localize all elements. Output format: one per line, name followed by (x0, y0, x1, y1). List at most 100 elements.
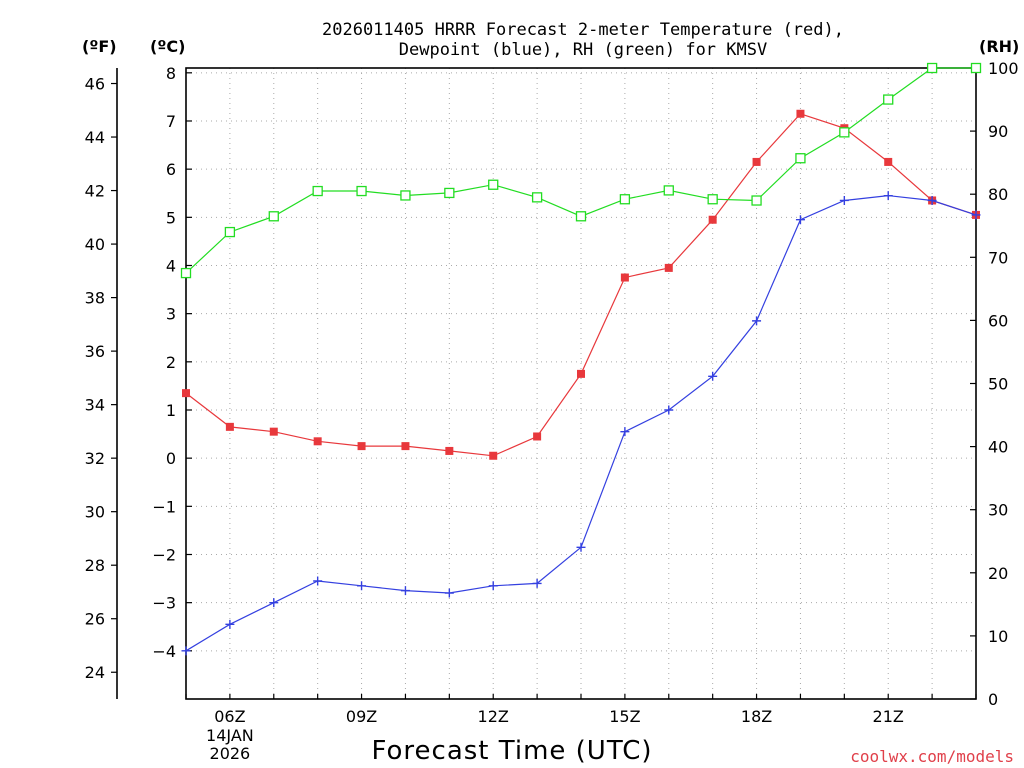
rh-point (970, 62, 982, 74)
temperature-point (357, 442, 366, 451)
celsius-tick-label: −2 (152, 545, 176, 564)
celsius-tick-label: −4 (152, 642, 176, 661)
temperature-point (620, 273, 629, 282)
fahrenheit-tick-label: 26 (85, 610, 105, 629)
rh-tick-label: 40 (988, 438, 1008, 457)
fahrenheit-tick-label: 44 (85, 128, 105, 147)
temperature-point (401, 442, 410, 451)
x-tick-label: 06Z (214, 707, 245, 726)
dewpoint-point (839, 195, 849, 205)
rh-point (400, 190, 411, 201)
dewpoint-point (971, 210, 981, 220)
temperature-point (752, 157, 761, 166)
dewpoint-point (532, 578, 542, 588)
celsius-tick-label: 5 (166, 208, 176, 227)
fahrenheit-tick-label: 24 (85, 663, 105, 682)
dewpoint-point (488, 581, 498, 591)
temperature-point (489, 451, 498, 460)
chart-title-line-2: Dewpoint (blue), RH (green) for KMSV (399, 40, 767, 60)
fahrenheit-tick-label: 36 (85, 342, 105, 361)
rh-tick-label: 0 (988, 690, 998, 709)
dewpoint-point (225, 619, 235, 629)
celsius-tick-label: −3 (152, 594, 176, 613)
dewpoint-point (444, 588, 454, 598)
rh-point (444, 187, 455, 199)
temperature-point (796, 109, 805, 118)
grid-lines (186, 68, 976, 699)
dewpoint-point (795, 215, 805, 225)
dewpoint-point (357, 581, 367, 591)
rh-tick-label: 20 (988, 564, 1008, 583)
rh-tick-label: 60 (988, 311, 1008, 330)
temperature-point (533, 432, 542, 441)
rh-point (751, 195, 762, 206)
temperature-point (884, 157, 893, 166)
rh-point (531, 192, 543, 203)
x-tick-label: 18Z (741, 707, 772, 726)
chart-title-line-1: 2026011405 HRRR Forecast 2-meter Tempera… (322, 20, 844, 40)
celsius-tick-label: 4 (166, 256, 176, 275)
rh-point (180, 267, 192, 279)
dewpoint-point (269, 598, 279, 608)
credit-text: coolwx.com/models (850, 747, 1014, 766)
temperature-point (708, 215, 717, 224)
dewpoint-point (708, 371, 718, 381)
dewpoint-point (752, 316, 762, 326)
rh-point (488, 179, 499, 190)
rh-point (268, 211, 279, 222)
celsius-tick-label: 2 (166, 353, 176, 372)
tick-labels: −4−3−2−101234567824262830323436384042444… (85, 59, 1019, 763)
x-tick-sublabel: 14JAN (206, 726, 254, 745)
rh-tick-label: 90 (988, 122, 1008, 141)
x-tick-sublabel: 2026 (210, 744, 251, 763)
rh-unit-label: (RH) (979, 37, 1019, 56)
dewpoint-point (576, 542, 586, 552)
rh-point (926, 62, 938, 74)
fahrenheit-tick-label: 34 (85, 396, 105, 415)
celsius-tick-label: 6 (166, 160, 176, 179)
fahrenheit-tick-label: 32 (85, 449, 105, 468)
series-rh (180, 62, 982, 279)
fahrenheit-tick-label: 40 (85, 235, 105, 254)
rh-tick-label: 10 (988, 627, 1008, 646)
temperature-line (185, 113, 977, 457)
celsius-tick-label: 7 (166, 112, 176, 131)
data-series (180, 62, 982, 656)
rh-point (619, 194, 631, 205)
dewpoint-point (400, 586, 410, 596)
temperature-point (445, 446, 454, 455)
dewpoint-point (181, 646, 191, 656)
rh-tick-label: 100 (988, 59, 1019, 78)
rh-tick-label: 80 (988, 185, 1008, 204)
fahrenheit-tick-label: 28 (85, 556, 105, 575)
series-temperature (182, 109, 980, 460)
temperature-point (577, 369, 585, 378)
temperature-point (225, 422, 234, 431)
dewpoint-point (927, 195, 937, 205)
temperature-point (182, 389, 190, 398)
x-tick-label: 21Z (873, 707, 904, 726)
fahrenheit-tick-label: 38 (85, 289, 105, 308)
celsius-tick-label: 8 (166, 64, 176, 83)
fahrenheit-tick-label: 30 (85, 503, 105, 522)
dewpoint-point (883, 191, 893, 201)
fahrenheit-tick-label: 46 (85, 75, 105, 94)
x-axis-label: Forecast Time (UTC) (371, 736, 652, 766)
rh-point (707, 194, 718, 205)
rh-point (839, 127, 850, 138)
rh-point (795, 153, 806, 164)
rh-point (575, 211, 587, 222)
dewpoint-point (620, 427, 630, 437)
rh-point (224, 226, 236, 238)
celsius-unit-label: (ºC) (150, 37, 185, 56)
temperature-point (269, 427, 278, 436)
rh-tick-label: 50 (988, 375, 1008, 394)
fahrenheit-unit-label: (ºF) (82, 37, 117, 56)
series-dewpoint (181, 191, 981, 656)
rh-tick-label: 30 (988, 501, 1008, 520)
dewpoint-point (664, 405, 674, 415)
rh-point (312, 185, 323, 197)
x-tick-label: 12Z (478, 707, 509, 726)
axes (116, 67, 977, 700)
